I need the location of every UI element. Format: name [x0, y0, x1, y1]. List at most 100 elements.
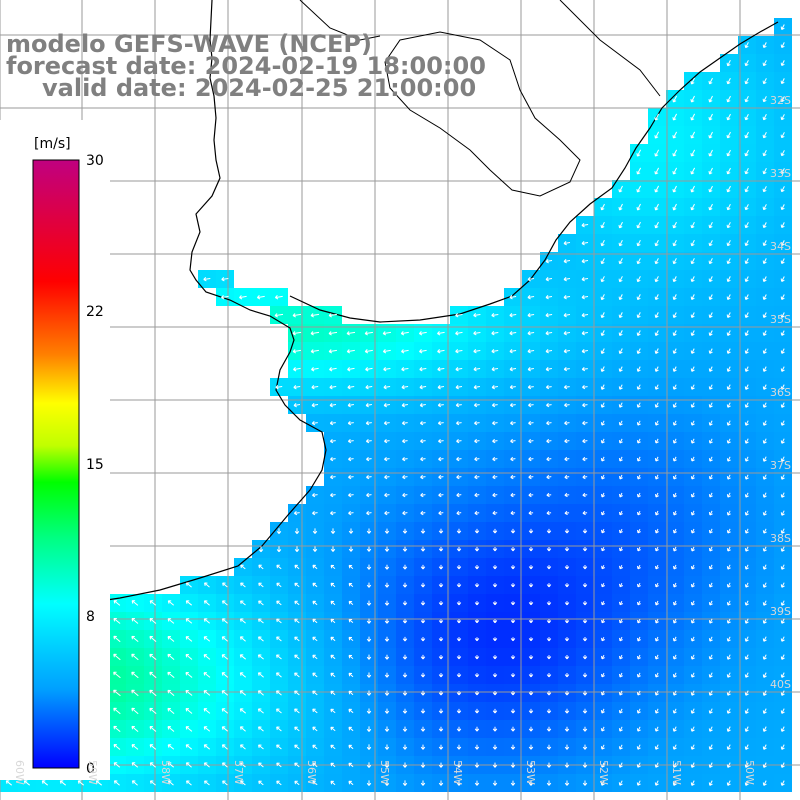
wind-arrow [619, 564, 624, 570]
wind-arrow [131, 744, 139, 750]
wind-arrow [420, 582, 426, 588]
wind-arrow [402, 780, 408, 786]
wind-arrow [492, 655, 498, 660]
wind-arrow [510, 492, 516, 498]
wind-arrow [402, 492, 408, 498]
wind-arrow [564, 726, 570, 732]
wind-arrow [780, 348, 785, 354]
wind-arrow [492, 744, 498, 750]
wind-arrow [329, 438, 336, 444]
wind-arrow [619, 492, 623, 498]
wind-arrow [330, 528, 336, 534]
wind-arrow [619, 636, 623, 642]
latitude-label: 38S [770, 532, 791, 545]
wind-arrow [330, 618, 336, 624]
wind-arrow [690, 726, 695, 732]
wind-arrow [330, 582, 336, 588]
wind-arrow [655, 618, 659, 624]
wind-arrow [690, 276, 695, 283]
wind-arrow [601, 618, 606, 624]
wind-arrow [258, 600, 264, 606]
wind-arrow [420, 528, 426, 534]
wind-arrow [726, 149, 731, 157]
wind-arrow [600, 762, 605, 768]
wind-arrow [366, 672, 372, 678]
wind-arrow [762, 654, 767, 660]
wind-arrow [474, 474, 480, 480]
wind-arrow [690, 185, 695, 193]
wind-arrow [456, 673, 462, 678]
wind-arrow [726, 492, 731, 498]
wind-arrow [384, 762, 390, 768]
wind-arrow [527, 330, 535, 336]
wind-arrow [149, 618, 157, 624]
wind-arrow [492, 708, 498, 714]
wind-arrow [600, 744, 605, 750]
wind-arrow [726, 330, 731, 336]
wind-arrow [456, 492, 462, 498]
wind-arrow [708, 402, 713, 408]
wind-arrow [582, 420, 588, 426]
wind-arrow [348, 474, 354, 480]
longitude-label: 60W [13, 760, 26, 785]
wind-arrow [581, 348, 588, 354]
wind-arrow [330, 510, 336, 516]
wind-arrow [564, 637, 570, 642]
wind-arrow [185, 582, 192, 588]
wind-arrow [528, 492, 534, 498]
wind-arrow [672, 636, 677, 642]
wind-arrow [636, 744, 641, 750]
wind-arrow [456, 619, 462, 624]
wind-arrow [672, 167, 678, 175]
wind-arrow [690, 708, 695, 714]
wind-arrow [203, 600, 210, 606]
wind-arrow [726, 636, 731, 642]
wind-arrow [708, 672, 713, 678]
wind-arrow [690, 690, 695, 696]
wind-arrow [690, 402, 695, 408]
wind-arrow [330, 672, 336, 678]
wind-arrow [762, 294, 767, 300]
wind-arrow [582, 762, 588, 768]
wind-arrow [438, 456, 444, 462]
wind-arrow [419, 349, 427, 354]
wind-arrow [221, 744, 228, 750]
wind-arrow [618, 366, 623, 372]
wind-arrow [149, 780, 156, 786]
wind-arrow [167, 689, 175, 696]
wind-arrow [726, 222, 731, 229]
wind-arrow [492, 637, 498, 642]
wind-arrow [762, 312, 767, 318]
wind-arrow [744, 366, 749, 372]
wind-arrow [780, 762, 785, 768]
longitude-label: 58W [159, 760, 172, 785]
wind-arrow [708, 744, 713, 750]
wind-arrow [564, 438, 570, 444]
wind-arrow [654, 726, 659, 732]
wind-arrow [780, 132, 785, 139]
wind-arrow [41, 780, 49, 786]
wind-arrow [708, 474, 713, 480]
wind-arrow [149, 653, 157, 660]
wind-arrow [726, 348, 731, 354]
wind-arrow [582, 619, 588, 624]
wind-arrow [365, 420, 372, 426]
wind-arrow [221, 277, 229, 282]
wind-arrow [509, 294, 517, 300]
wind-arrow [780, 402, 785, 408]
wind-arrow [762, 384, 767, 390]
wind-arrow [438, 564, 444, 570]
wind-arrow [402, 690, 408, 696]
wind-arrow [510, 780, 516, 786]
wind-arrow [545, 258, 553, 264]
wind-arrow [744, 240, 749, 247]
wind-arrow [474, 420, 480, 426]
wind-arrow [437, 349, 445, 354]
wind-arrow [690, 149, 696, 157]
wind-arrow [402, 618, 408, 624]
wind-arrow [600, 726, 605, 732]
wind-arrow [655, 510, 659, 516]
wind-arrow [546, 655, 552, 660]
wind-arrow [672, 618, 677, 624]
wind-arrow [636, 149, 642, 157]
